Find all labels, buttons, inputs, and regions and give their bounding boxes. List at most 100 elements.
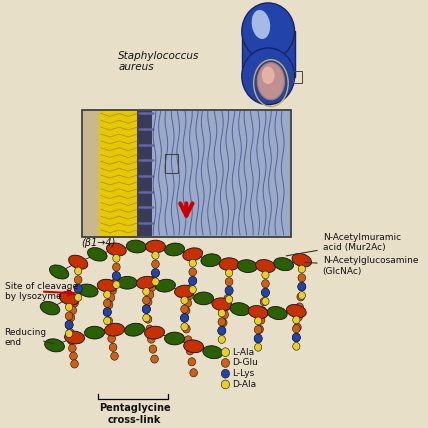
Text: L-Lys: L-Lys <box>232 369 254 378</box>
Text: D-Glu: D-Glu <box>232 359 258 368</box>
Ellipse shape <box>164 332 184 345</box>
Ellipse shape <box>65 331 84 344</box>
Circle shape <box>152 251 159 259</box>
Circle shape <box>181 297 188 304</box>
Circle shape <box>108 334 116 342</box>
Circle shape <box>298 282 306 291</box>
Circle shape <box>297 293 305 301</box>
Circle shape <box>188 358 196 366</box>
Circle shape <box>103 308 111 316</box>
Circle shape <box>72 292 80 300</box>
Circle shape <box>218 309 226 317</box>
Circle shape <box>220 318 227 327</box>
Circle shape <box>111 279 119 287</box>
Circle shape <box>68 336 75 345</box>
Circle shape <box>74 285 82 293</box>
Ellipse shape <box>107 243 126 256</box>
Ellipse shape <box>203 346 223 359</box>
Circle shape <box>223 303 230 311</box>
Circle shape <box>71 299 78 307</box>
Circle shape <box>143 288 150 295</box>
Ellipse shape <box>286 304 306 318</box>
Bar <box>242 31 294 77</box>
Bar <box>82 110 291 237</box>
Circle shape <box>181 314 188 322</box>
Circle shape <box>181 314 188 322</box>
Circle shape <box>298 265 306 273</box>
Circle shape <box>65 321 73 329</box>
Text: N-Acetylglucosamine
(GlcNAc): N-Acetylglucosamine (GlcNAc) <box>305 256 418 276</box>
Ellipse shape <box>50 265 69 279</box>
Ellipse shape <box>242 48 294 105</box>
Ellipse shape <box>248 306 268 318</box>
Circle shape <box>150 276 158 284</box>
Text: Staphylococcus
aureus: Staphylococcus aureus <box>118 51 199 72</box>
Circle shape <box>190 369 197 377</box>
Ellipse shape <box>104 323 125 336</box>
Ellipse shape <box>230 303 250 315</box>
Ellipse shape <box>97 279 117 292</box>
Circle shape <box>255 317 262 325</box>
Circle shape <box>142 305 151 314</box>
Circle shape <box>221 369 229 378</box>
Text: Reducing
end: Reducing end <box>5 328 47 347</box>
Circle shape <box>113 263 120 271</box>
Circle shape <box>224 294 232 303</box>
Text: (β1→4): (β1→4) <box>81 238 116 248</box>
Ellipse shape <box>212 298 232 311</box>
Circle shape <box>293 316 300 324</box>
Circle shape <box>254 334 262 343</box>
Ellipse shape <box>164 243 184 256</box>
Circle shape <box>107 326 114 334</box>
Circle shape <box>152 278 159 285</box>
Text: N-Acetylmuramic
acid (Mur2Ac): N-Acetylmuramic acid (Mur2Ac) <box>286 233 401 256</box>
Circle shape <box>65 321 73 329</box>
Ellipse shape <box>201 254 221 267</box>
Circle shape <box>257 316 265 324</box>
Circle shape <box>152 268 160 277</box>
Ellipse shape <box>252 10 270 39</box>
Circle shape <box>295 313 302 321</box>
Circle shape <box>111 352 119 360</box>
Circle shape <box>255 343 262 351</box>
Circle shape <box>67 313 75 322</box>
Circle shape <box>105 301 113 309</box>
Circle shape <box>66 329 74 337</box>
Ellipse shape <box>292 253 312 267</box>
Circle shape <box>293 342 300 350</box>
Circle shape <box>221 311 229 319</box>
Ellipse shape <box>184 340 204 353</box>
Bar <box>166 154 178 173</box>
Circle shape <box>107 294 115 302</box>
Circle shape <box>189 276 197 285</box>
Circle shape <box>218 318 226 326</box>
Circle shape <box>74 267 82 275</box>
Ellipse shape <box>125 323 145 336</box>
Circle shape <box>143 305 150 313</box>
Circle shape <box>189 276 196 285</box>
Circle shape <box>112 271 120 280</box>
Text: L-Ala: L-Ala <box>232 348 254 357</box>
Circle shape <box>71 360 78 368</box>
Ellipse shape <box>219 258 239 270</box>
Ellipse shape <box>59 291 79 305</box>
Circle shape <box>218 327 226 335</box>
Text: Pentaglycine
cross-link: Pentaglycine cross-link <box>99 403 170 425</box>
Circle shape <box>151 355 158 363</box>
Circle shape <box>143 314 150 322</box>
Circle shape <box>186 291 193 300</box>
Circle shape <box>152 269 159 277</box>
Circle shape <box>109 343 117 351</box>
Circle shape <box>225 286 233 295</box>
Circle shape <box>113 272 120 280</box>
Circle shape <box>292 333 300 342</box>
Bar <box>152 110 290 236</box>
Circle shape <box>146 291 154 299</box>
Ellipse shape <box>155 279 175 292</box>
Circle shape <box>221 359 229 367</box>
Circle shape <box>298 291 306 299</box>
Circle shape <box>65 303 73 311</box>
Circle shape <box>189 268 196 276</box>
Circle shape <box>146 325 154 333</box>
Circle shape <box>144 298 152 306</box>
